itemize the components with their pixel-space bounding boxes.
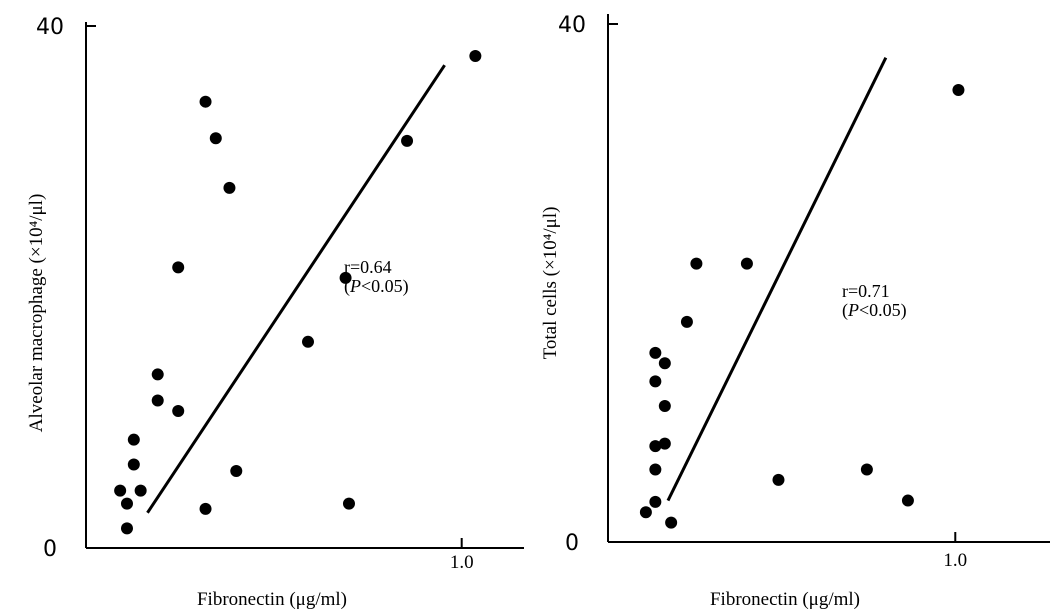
data-point xyxy=(114,484,127,497)
y-tick-label: 0 xyxy=(565,531,579,556)
chart-left: 0 40 1.0 r=0.64 (P<0.05) Fibronectin (μg/m… xyxy=(26,15,524,609)
right-annotation-r: r=0.71 xyxy=(842,281,890,301)
left-points xyxy=(114,50,482,535)
data-point xyxy=(690,257,703,270)
data-point xyxy=(339,271,352,284)
y-tick-label: 40 xyxy=(558,13,586,38)
left-x-axis-title: Fibronectin (μg/ml) xyxy=(197,589,347,609)
data-point xyxy=(127,433,140,446)
right-ticks: 0 40 1.0 xyxy=(558,13,967,571)
data-point xyxy=(120,522,133,535)
data-point xyxy=(127,458,140,471)
data-point xyxy=(342,497,355,510)
data-point xyxy=(134,484,147,497)
x-tick-label: 1.0 xyxy=(450,552,474,573)
right-x-axis-title: Fibronectin (μg/ml) xyxy=(710,589,860,609)
data-point xyxy=(860,463,873,476)
chart-right: 0 40 1.0 r=0.71 (P<0.05) Fibronectin (μg/m… xyxy=(540,13,1050,609)
data-point xyxy=(302,335,314,348)
data-point xyxy=(901,494,914,507)
data-point xyxy=(649,440,662,453)
data-point xyxy=(469,50,482,63)
data-point xyxy=(649,375,662,388)
data-point xyxy=(658,400,671,413)
x-tick-label: 1.0 xyxy=(943,550,967,571)
data-point xyxy=(120,497,133,510)
left-annotation-r: r=0.64 xyxy=(344,257,392,277)
data-point xyxy=(649,346,662,359)
right-fit-line xyxy=(666,57,888,502)
data-point xyxy=(680,315,693,328)
data-point xyxy=(649,495,662,508)
data-point xyxy=(740,257,753,270)
y-tick-label: 0 xyxy=(43,537,57,562)
data-point xyxy=(649,463,662,476)
data-point xyxy=(658,437,671,450)
data-point xyxy=(665,516,678,529)
y-tick-label: 40 xyxy=(36,15,64,40)
data-point xyxy=(172,261,185,274)
right-points xyxy=(639,84,965,529)
left-annotation-p: (P<0.05) xyxy=(344,276,409,297)
data-point xyxy=(772,473,785,486)
data-point xyxy=(639,506,652,519)
data-point xyxy=(658,357,671,370)
data-point xyxy=(223,181,236,194)
data-point xyxy=(172,404,185,417)
data-point xyxy=(209,132,222,145)
data-point xyxy=(151,394,164,407)
data-point xyxy=(199,502,212,515)
data-point xyxy=(199,95,212,108)
left-ticks: 0 40 1.0 xyxy=(36,15,474,573)
data-point xyxy=(952,84,965,97)
left-fit-line xyxy=(146,64,446,514)
data-point xyxy=(151,368,164,381)
left-y-axis-title: Alveolar macrophage (×10⁴/μl) xyxy=(26,194,47,433)
right-y-axis-title: Total cells (×10⁴/μl) xyxy=(540,207,561,360)
data-point xyxy=(230,465,243,478)
right-annotation-p: (P<0.05) xyxy=(842,300,907,321)
data-point xyxy=(401,134,414,147)
